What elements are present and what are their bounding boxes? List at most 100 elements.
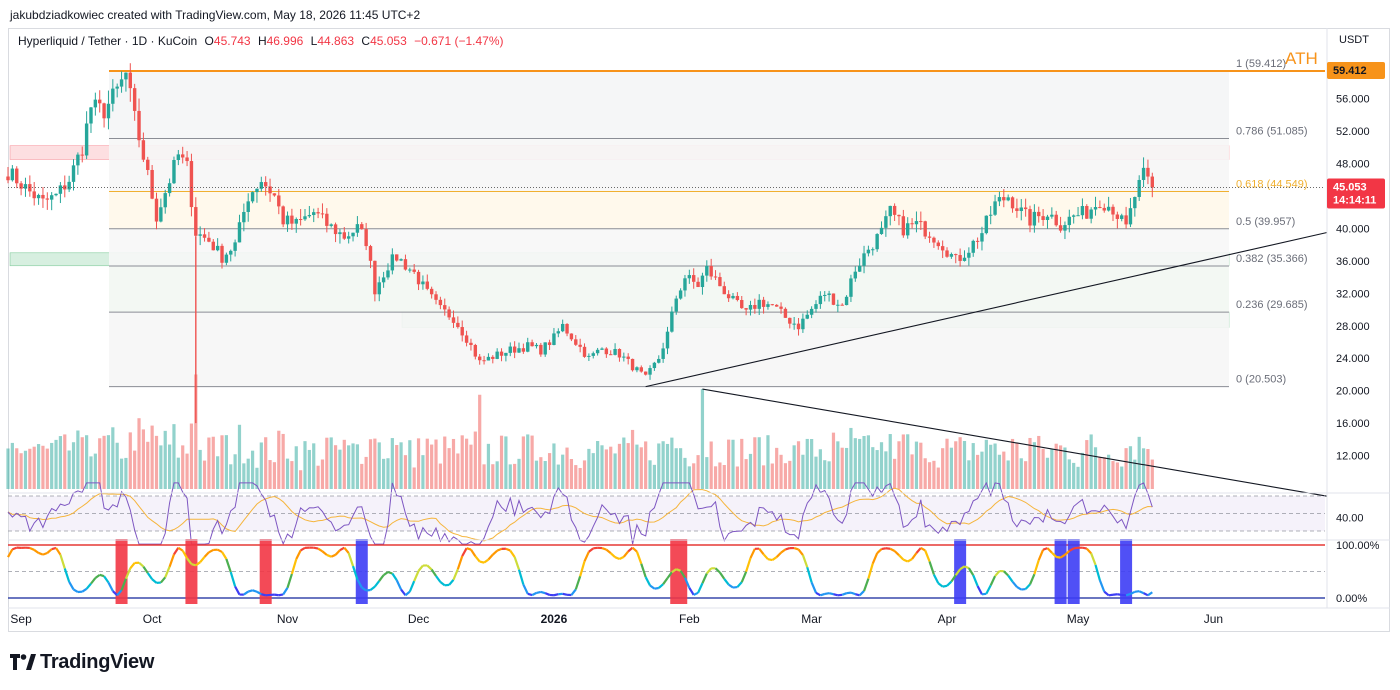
volume-bar: [1050, 449, 1054, 489]
osc-segment: [544, 592, 550, 596]
candle-body: [853, 271, 858, 279]
volume-bar: [1010, 438, 1015, 489]
candle-body: [744, 308, 748, 310]
volume-bar: [954, 441, 958, 489]
volume-bar: [85, 435, 89, 489]
volume-bar: [89, 456, 93, 489]
osc-segment: [697, 582, 704, 594]
candle-body: [705, 266, 709, 276]
volume-bar: [172, 424, 176, 489]
osc-segment: [627, 546, 634, 553]
high-label: H: [257, 34, 267, 48]
volume-bar: [211, 436, 215, 489]
osc-segment: [846, 591, 852, 595]
volume-bar: [451, 438, 456, 489]
candle-body: [735, 295, 740, 301]
osc-segment: [369, 585, 376, 591]
osc-segment: [1003, 570, 1009, 577]
fib-band: [109, 266, 1229, 313]
volume-bar: [770, 463, 774, 489]
osc-segment: [574, 575, 582, 590]
candle-body: [6, 176, 10, 181]
osc-segment: [256, 590, 262, 596]
osc-segment: [907, 558, 913, 563]
fibonacci-retracement[interactable]: 1 (59.412) 0.786 (51.085) 0.618 (44.549) 0.…: [109, 49, 1325, 388]
osc-segment: [483, 558, 490, 564]
osc-segment: [693, 591, 699, 596]
osc-segment: [740, 571, 748, 583]
osc-segment: [937, 582, 944, 588]
volume-bar: [1141, 448, 1146, 489]
volume-bar: [202, 460, 207, 489]
candle-body: [1120, 215, 1124, 219]
candle-body: [962, 257, 967, 261]
candle-body: [285, 215, 290, 225]
candle-body: [172, 160, 176, 184]
candle-body: [975, 240, 980, 242]
volume-bar: [32, 446, 36, 489]
osc-segment: [400, 588, 407, 596]
candle-body: [447, 309, 451, 318]
tradingview-logo[interactable]: TradingView: [10, 650, 154, 674]
candle-body: [814, 304, 818, 309]
volume-bar: [1120, 466, 1124, 489]
osc-segment: [767, 558, 773, 562]
volume-bar: [1089, 434, 1093, 489]
volume-bar: [181, 445, 185, 489]
volume-bar: [862, 435, 866, 489]
volume-bar: [224, 435, 228, 489]
volume-bar: [1058, 445, 1063, 489]
candle-body: [355, 224, 360, 233]
osc-segment: [366, 588, 371, 592]
candle-body: [818, 295, 823, 305]
candle-body: [940, 246, 945, 251]
osc-segment: [351, 565, 359, 580]
volume-bar: [250, 450, 255, 489]
volume-bar: [513, 463, 517, 489]
osc-segment: [1138, 590, 1145, 595]
osc-segment: [562, 592, 568, 596]
candle-body: [530, 342, 534, 347]
osc-segment: [1134, 590, 1140, 593]
candle-body: [93, 99, 98, 108]
volume-bar: [766, 435, 770, 489]
volume-bar: [665, 443, 670, 489]
osc-segment: [889, 547, 896, 552]
candle-body: [809, 308, 814, 315]
osc-segment: [920, 546, 926, 552]
osc-segment: [863, 578, 870, 592]
volume-bar: [154, 435, 159, 489]
candle-body: [595, 349, 600, 354]
candle-body: [128, 72, 132, 89]
osc-segment: [815, 591, 821, 597]
candle-body: [1015, 208, 1019, 212]
candle-body: [661, 348, 665, 359]
volume-bar: [98, 438, 102, 489]
price-tick: 32.000: [1336, 288, 1370, 300]
volume-bar: [906, 434, 910, 489]
volume-bar: [1128, 446, 1133, 489]
volume-bar: [1006, 460, 1010, 489]
trendlines[interactable]: [645, 231, 1328, 497]
candle-body: [298, 219, 303, 221]
candle-body: [342, 232, 347, 239]
candle-body: [840, 304, 844, 306]
osc-segment: [173, 547, 180, 555]
candle-body: [1133, 197, 1137, 209]
candle-body: [1150, 176, 1154, 188]
currency-button[interactable]: USDT: [1339, 34, 1369, 46]
candle-body: [67, 181, 71, 190]
osc-segment: [771, 556, 778, 561]
symbol-legend[interactable]: Hyperliquid / Tether · 1D · KuCoin O45.7…: [18, 34, 504, 48]
osc-segment: [915, 547, 922, 554]
fib-label: 0.382 (35.366): [1236, 253, 1308, 265]
volume-bar: [644, 441, 648, 489]
volume-bar: [28, 448, 32, 489]
candle-body: [604, 348, 609, 355]
osc-segment: [1098, 579, 1106, 593]
osc-segment: [203, 551, 210, 558]
volume-bar: [63, 434, 67, 489]
volume-bar: [102, 435, 106, 489]
volume-bar: [416, 438, 421, 489]
